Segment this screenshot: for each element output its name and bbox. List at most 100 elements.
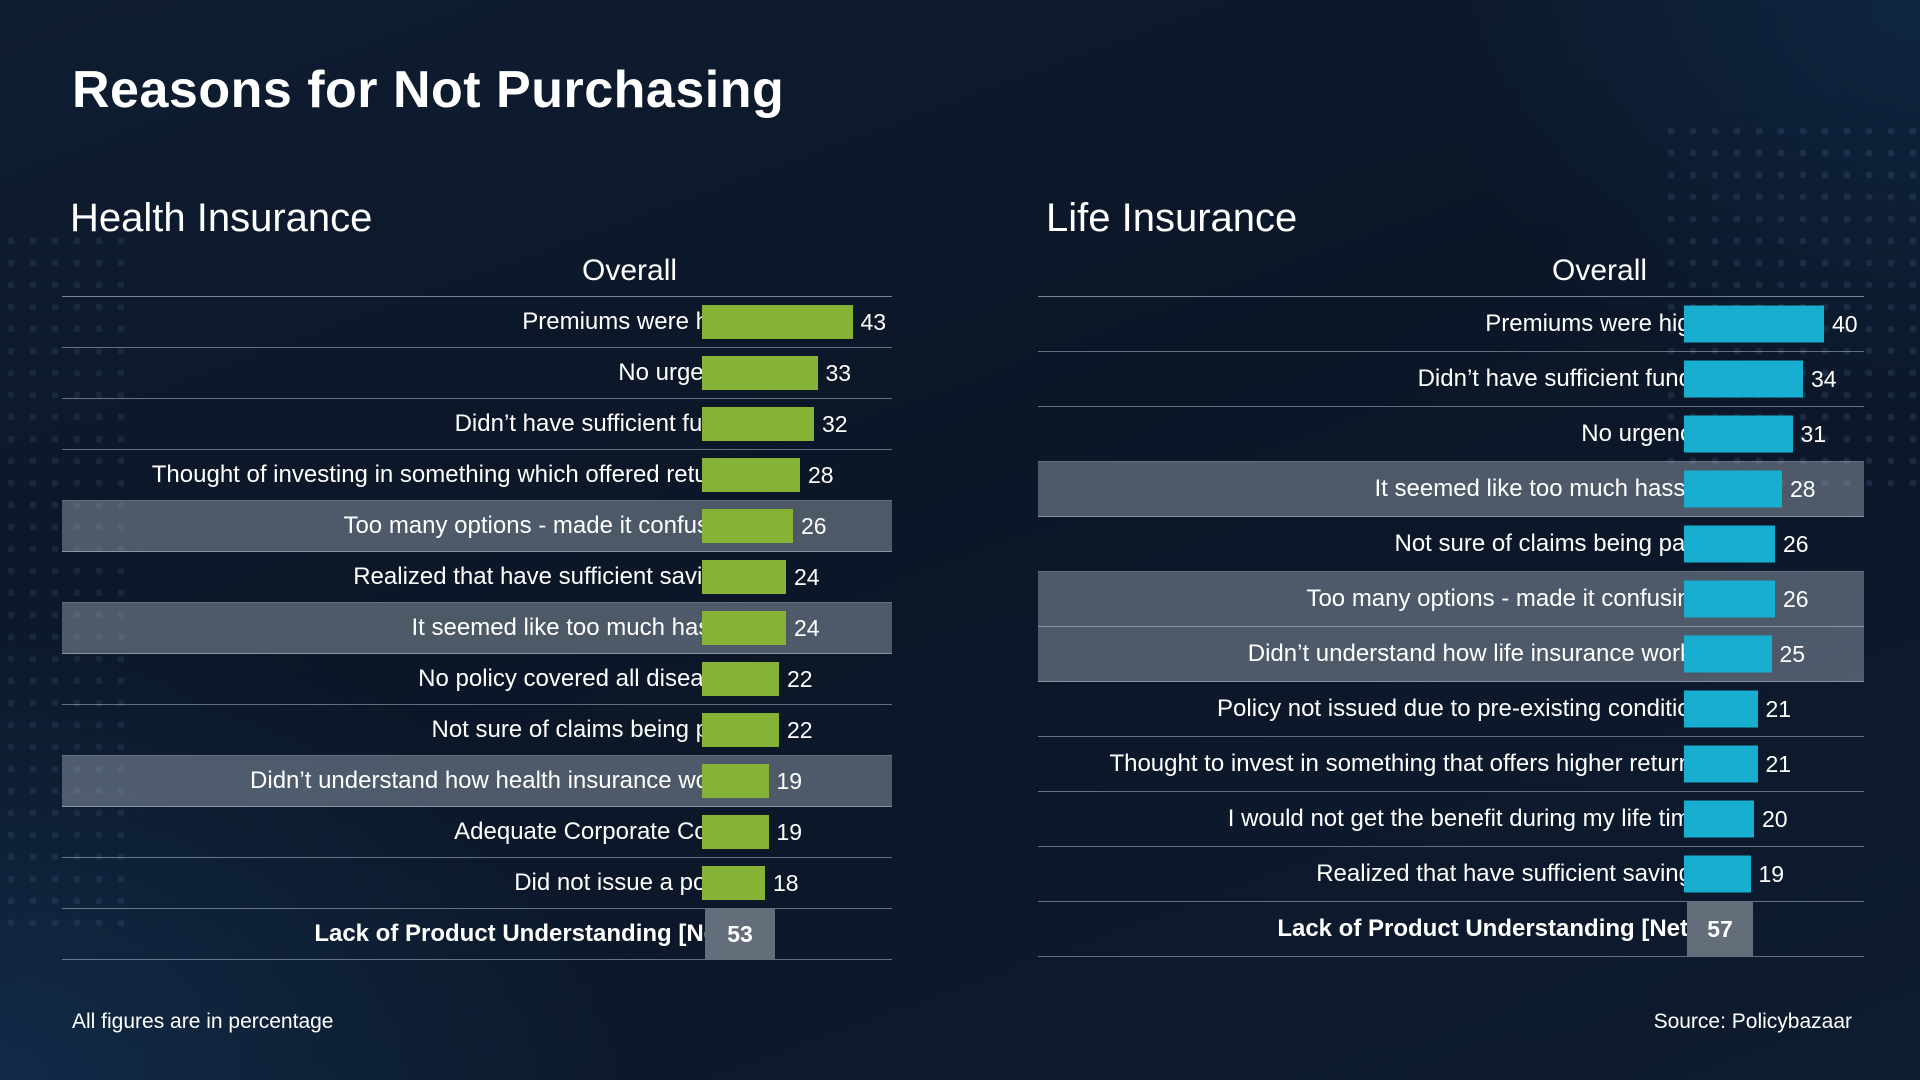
life-row: Not sure of claims being paid 26 [1038,517,1864,572]
life-row: Didn’t understand how life insurance wor… [1038,627,1864,682]
bar [702,815,769,849]
health-insurance-rows: Premiums were high 43 No urgency 33 Didn’t h… [62,296,892,960]
bar [1684,745,1758,783]
footnote: All figures are in percentage [72,1010,334,1033]
bar [1684,305,1824,343]
bar [702,866,765,900]
bar-value-label: 21 [1765,695,1792,722]
life-row: I would not get the benefit during my li… [1038,792,1864,847]
life-insurance-chart: Life Insurance Overall Premiums were hig… [1038,190,1864,957]
bar-value-label: 19 [776,767,803,794]
bar [702,305,853,339]
health-row: No policy covered all diseases 22 [62,654,892,705]
bar-value-label: 20 [1762,805,1788,832]
total-label: Lack of Product Understanding [Nett] [314,920,741,947]
bar [1684,415,1793,453]
total-value-box: 53 [705,909,775,959]
life-insurance-subtitle: Overall [1552,254,1648,287]
bar [702,458,800,492]
bar-value-label: 22 [787,665,813,692]
bar-category-label: No urgency [1581,420,1704,447]
bar-category-label: Didn’t have sufficient funds [1417,365,1704,392]
health-insurance-title: Health Insurance [70,196,373,240]
bar [702,662,779,696]
bar [1684,800,1754,838]
bar-category-label: Didn’t understand how health insurance w… [250,767,741,794]
life-row: Realized that have sufficient savings 19 [1038,847,1864,902]
bar-value-label: 18 [773,869,799,896]
bar [702,611,786,645]
bar [702,407,814,441]
health-insurance-subtitle: Overall [582,254,678,287]
health-row: Thought of investing in something which … [62,450,892,501]
bar [1684,470,1782,508]
health-row: Didn’t have sufficient funds 32 [62,399,892,450]
bar-value-label: 26 [1783,585,1809,612]
bar-category-label: Didn’t have sufficient funds [454,410,741,437]
bar-value-label: 24 [794,614,820,641]
bar [1684,690,1758,728]
bar-value-label: 31 [1800,420,1827,447]
life-row: Premiums were high 40 [1038,297,1864,352]
health-row: Adequate Corporate Cover 19 [62,807,892,858]
bar-value-label: 21 [1765,750,1792,777]
life-insurance-title: Life Insurance [1046,196,1298,240]
bar [1684,635,1772,673]
bar-category-label: Too many options - made it confusing [343,512,741,539]
bar-category-label: Thought of investing in something which … [151,461,741,488]
bar-value-label: 40 [1832,310,1858,337]
bar-category-label: Too many options - made it confusing [1306,585,1704,612]
bar-category-label: Didn’t understand how life insurance wor… [1247,640,1704,667]
bar [1684,855,1751,893]
life-row: Policy not issued due to pre-existing co… [1038,682,1864,737]
bar-value-label: 28 [808,461,834,488]
source-note: Source: Policybazaar [1653,1010,1852,1033]
bar [702,560,786,594]
bar [1684,525,1775,563]
life-row: Thought to invest in something that offe… [1038,737,1864,792]
bar-value-label: 19 [1758,860,1785,887]
health-row: Too many options - made it confusing 26 [62,501,892,552]
health-insurance-chart: Health Insurance Overall Premiums were h… [62,190,892,960]
health-row: It seemed like too much hassle 24 [62,603,892,654]
bar [702,764,769,798]
bar-category-label: No policy covered all diseases [418,665,741,692]
bar-category-label: Adequate Corporate Cover [454,818,741,845]
total-value-box: 57 [1687,902,1753,956]
bar-category-label: Premiums were high [1485,310,1704,337]
bar [1684,360,1803,398]
bar-value-label: 22 [787,716,813,743]
life-row: Too many options - made it confusing 26 [1038,572,1864,627]
bar-value-label: 33 [825,359,852,386]
bar-value-label: 24 [794,563,820,590]
bar [702,713,779,747]
bar-category-label: Not sure of claims being paid [431,716,742,743]
bar-value-label: 25 [1779,640,1806,667]
bar-category-label: Not sure of claims being paid [1394,530,1705,557]
health-row: Premiums were high 43 [62,297,892,348]
bar [702,509,793,543]
health-total-row: Lack of Product Understanding [Nett] 53 [62,909,892,960]
bar-category-label: Realized that have sufficient savings [1316,860,1704,887]
bar-category-label: It seemed like too much hassle [1374,475,1705,502]
health-row: Did not issue a policy 18 [62,858,892,909]
health-row: Not sure of claims being paid 22 [62,705,892,756]
bar [702,356,818,390]
bar-value-label: 26 [1783,530,1809,557]
bar-category-label: Realized that have sufficient savings [353,563,741,590]
health-row: No urgency 33 [62,348,892,399]
bar-category-label: Thought to invest in something that offe… [1109,750,1704,777]
life-row: It seemed like too much hassle 28 [1038,462,1864,517]
life-insurance-rows: Premiums were high 40 Didn’t have sufficie… [1038,296,1864,957]
bar-category-label: Policy not issued due to pre-existing co… [1217,695,1704,722]
bar [1684,580,1775,618]
total-label: Lack of Product Understanding [Nett] [1277,915,1704,942]
bar-value-label: 26 [801,512,827,539]
page-title: Reasons for Not Purchasing [72,61,785,119]
health-row: Didn’t understand how health insurance w… [62,756,892,807]
bar-value-label: 19 [776,818,803,845]
bar-value-label: 28 [1790,475,1816,502]
bar-category-label: I would not get the benefit during my li… [1227,805,1704,832]
life-row: No urgency 31 [1038,407,1864,462]
